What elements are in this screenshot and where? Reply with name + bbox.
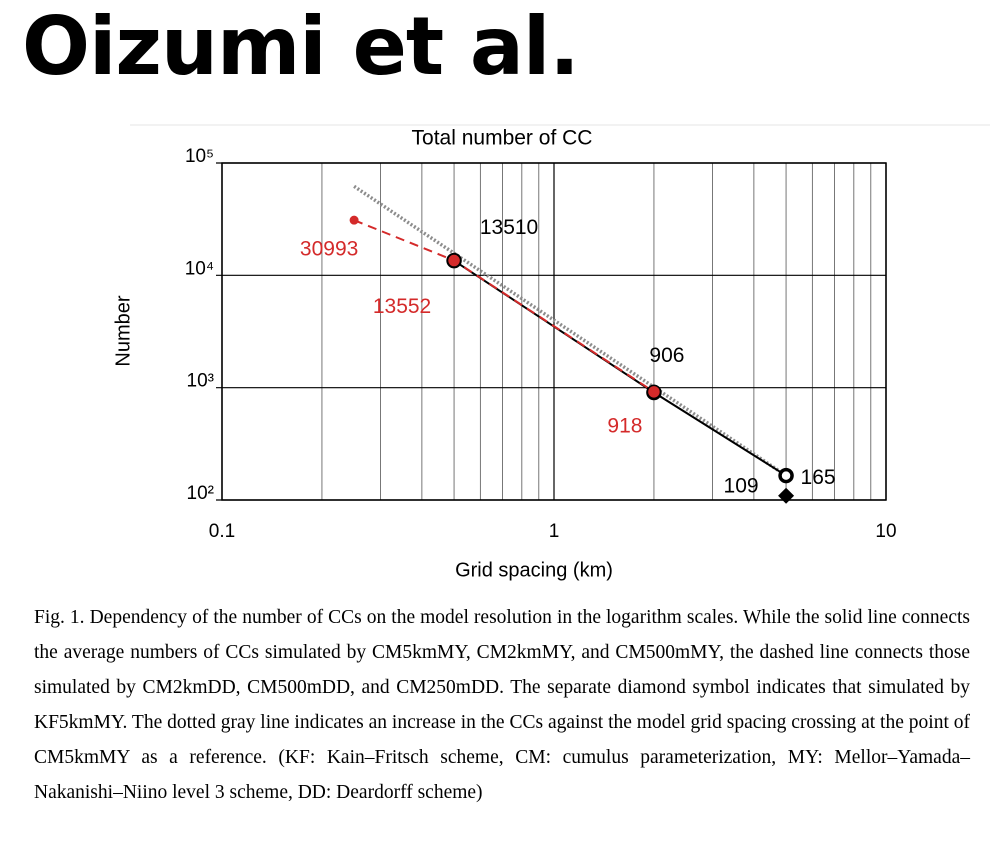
marker (778, 467, 794, 484)
data-label: 165 (801, 466, 836, 489)
x-axis-label: Grid spacing (km) (455, 559, 613, 581)
y-tick-label: 10⁴ (185, 258, 214, 279)
chart-title: Total number of CC (412, 127, 593, 150)
data-label: 918 (607, 414, 642, 437)
x-tick-label: 0.1 (209, 521, 235, 542)
y-tick-label: 10⁵ (185, 146, 214, 167)
chart: Total number of CC Grid spacing (km) Num… (112, 124, 990, 581)
y-axis-label: Number (112, 295, 134, 366)
data-label: 13510 (480, 216, 538, 239)
data-label: 109 (724, 474, 759, 497)
data-label: 13552 (373, 295, 431, 318)
caption: Fig. 1. Dependency of the number of CCs … (34, 607, 970, 803)
marker (446, 253, 462, 268)
marker (646, 384, 662, 400)
x-tick-label: 1 (549, 521, 560, 542)
y-tick-label: 10³ (187, 371, 214, 392)
slide-title: Oizumi et al. (22, 0, 580, 93)
marker (778, 487, 795, 504)
marker (349, 215, 359, 225)
series-line (353, 184, 788, 478)
data-label: 30993 (300, 238, 358, 261)
x-tick-label: 10 (875, 521, 896, 542)
plot-frame (221, 162, 887, 501)
data-label: 906 (649, 344, 684, 367)
y-tick-label: 10² (187, 483, 214, 504)
